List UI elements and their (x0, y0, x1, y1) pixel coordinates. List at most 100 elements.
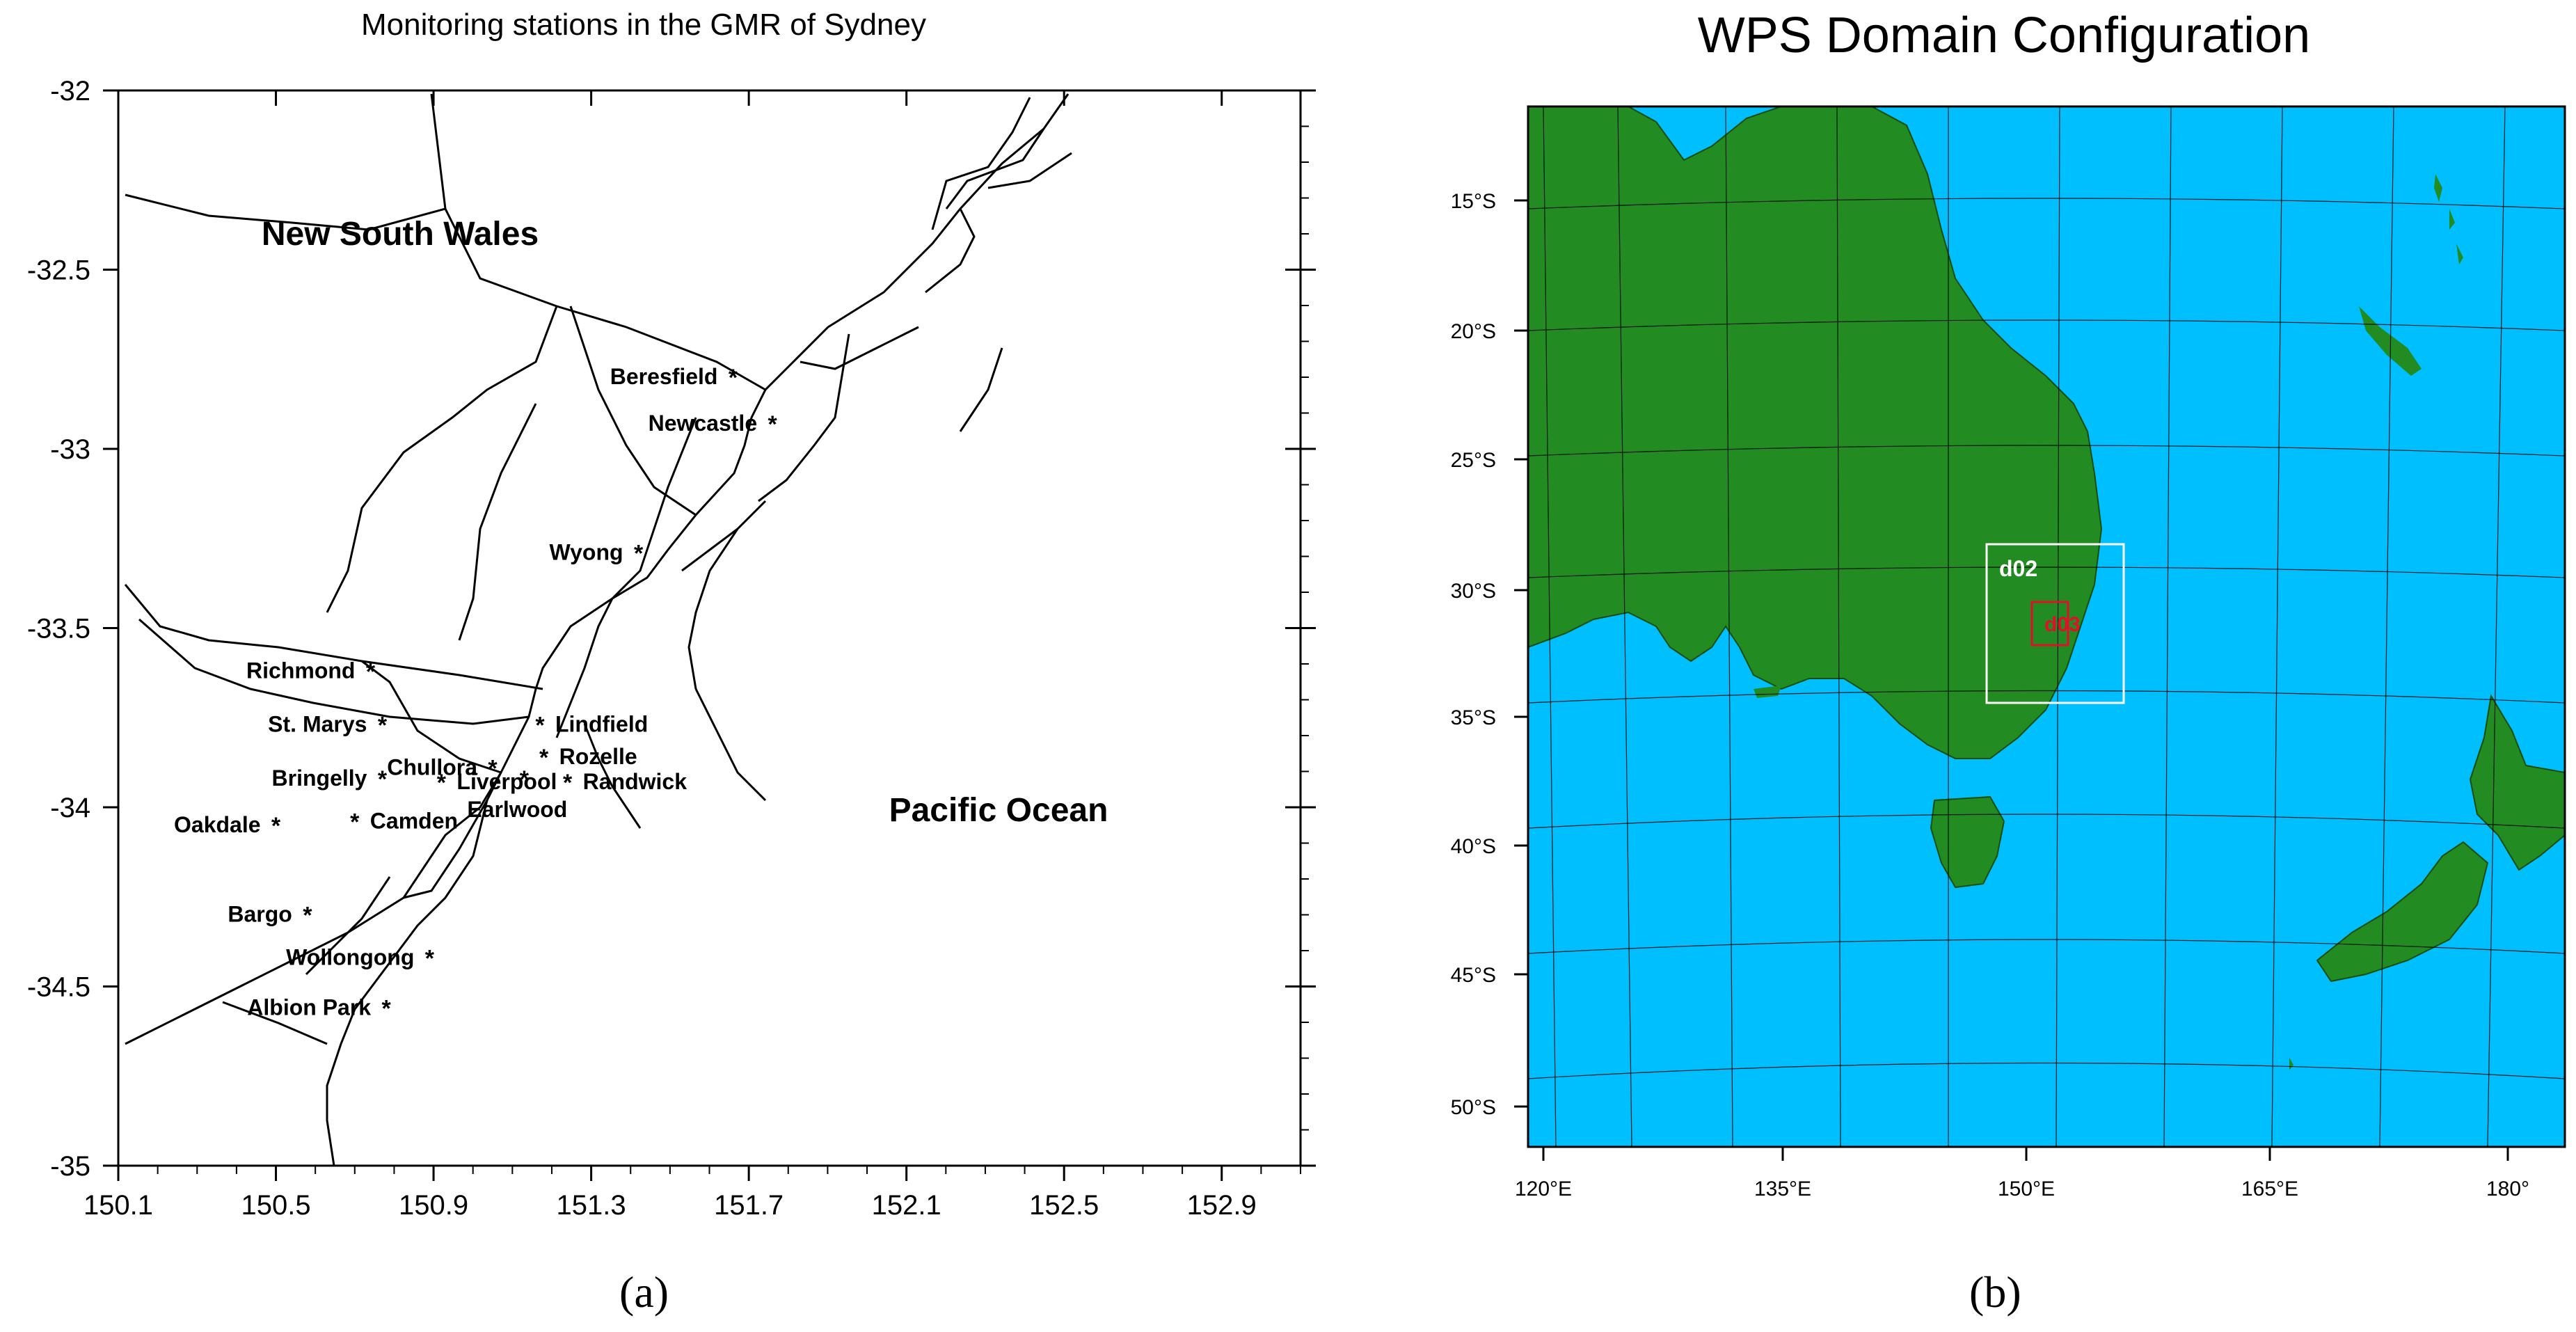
station-label: Richmond (246, 658, 355, 683)
station-marker: * (378, 766, 388, 793)
station-marker: * (539, 745, 549, 771)
australia-landmass (1528, 106, 2103, 759)
station-label: Chullora (387, 754, 477, 779)
x-tick-label: 151.3 (557, 1190, 626, 1221)
y-tick-label: -32.5 (27, 255, 90, 286)
x-tick-label: 165°E (2241, 1178, 2298, 1200)
land-label: New South Wales (262, 216, 539, 253)
station-label: Earlwood (467, 797, 567, 822)
panel-a-y-axis: -32 -32.5 -33 -33.5 -34 -34.5 -35 (27, 76, 1316, 1182)
station: * Bargo (228, 902, 312, 929)
domain-d02-label: d02 (1999, 556, 2037, 581)
station: * Beresfield (610, 364, 738, 391)
x-tick-label: 150.5 (241, 1190, 310, 1221)
x-tick-label: 151.7 (714, 1190, 784, 1221)
y-tick-label: -34 (50, 793, 90, 823)
y-tick-label: 40°S (1451, 835, 1496, 858)
y-tick-label: 45°S (1451, 964, 1496, 987)
x-tick-label: 152.9 (1187, 1190, 1257, 1221)
y-tick-label: 15°S (1451, 190, 1496, 213)
stations-layer: * Beresfield * Newcastle * Wyong * Richmond * St.… (174, 364, 777, 1022)
station-marker: * (535, 713, 545, 739)
station-label: Randwick (583, 769, 687, 794)
ocean-label: Pacific Ocean (889, 792, 1108, 829)
station-label: Albion Park (247, 994, 371, 1020)
station-marker: * (378, 713, 388, 739)
boundary-lines (124, 93, 1072, 1166)
y-tick-label: -33.5 (27, 614, 90, 644)
x-tick-label: 135°E (1754, 1178, 1811, 1200)
station-label: Lindfield (555, 712, 648, 737)
station: * Chullora (387, 754, 498, 782)
station-marker: * (381, 995, 391, 1022)
station-label: Bargo (228, 902, 292, 927)
y-tick-label: -34.5 (27, 972, 90, 1003)
station: * Bringelly (272, 766, 388, 793)
station: * Richmond (246, 658, 376, 685)
y-tick-label: -35 (50, 1151, 90, 1182)
station: * Earlwood (467, 766, 567, 822)
panel-b-map: d02 d03 120°E 135°E 150°E 165°E 180° 15°S 20°… (1451, 105, 2566, 1200)
station-label: Newcastle (649, 411, 758, 436)
station: * Oakdale (174, 812, 281, 839)
panel-b-y-axis: 15°S 20°S 25°S 30°S 35°S 40°S 45°S 50°S (1451, 190, 1528, 1119)
y-tick-label: 20°S (1451, 320, 1496, 343)
station-marker: * (768, 411, 777, 438)
nz-north-landmass (2469, 694, 2565, 871)
x-tick-label: 150.9 (399, 1190, 468, 1221)
station-label: Camden (370, 809, 458, 834)
station-label: Liverpool (456, 769, 557, 794)
graticule (1528, 106, 2565, 1147)
station: * Liverpool (437, 769, 557, 796)
station-marker: * (488, 755, 498, 782)
y-tick-label: -32 (50, 76, 90, 106)
x-tick-label: 152.5 (1029, 1190, 1099, 1221)
station-marker: * (729, 365, 738, 391)
domain-d03-box (2030, 601, 2069, 647)
x-tick-label: 180° (2486, 1178, 2529, 1200)
domain-d02-box (1985, 543, 2125, 704)
station-label: Oakdale (174, 812, 261, 837)
panel-a-title: Monitoring stations in the GMR of Sydney (361, 8, 926, 42)
caption-b: (b) (1969, 1267, 2021, 1317)
y-tick-label: 25°S (1451, 449, 1496, 472)
panel-b-title: WPS Domain Configuration (1698, 8, 2310, 63)
y-tick-label: -33 (50, 434, 90, 465)
x-tick-label: 120°E (1515, 1178, 1572, 1200)
station: * Randwick (563, 769, 687, 796)
station-label: Bringelly (272, 766, 367, 791)
station-marker: * (425, 945, 435, 972)
station-label: Wollongong (286, 944, 414, 969)
station-marker: * (520, 766, 530, 793)
station: * Albion Park (247, 994, 391, 1022)
x-tick-label: 150°E (1998, 1178, 2055, 1200)
panel-a-x-axis: 150.1 150.5 150.9 151.3 151.7 152.1 152.5 152.9 (84, 90, 1301, 1221)
station-marker: * (563, 770, 573, 796)
panel-a-map: 150.1 150.5 150.9 151.3 151.7 152.1 152.5 152.9… (27, 76, 1316, 1221)
y-tick-label: 50°S (1451, 1096, 1496, 1119)
station-marker: * (350, 809, 360, 836)
caption-a: (a) (619, 1267, 669, 1317)
station: * Wyong (549, 539, 643, 566)
station: * Rozelle (539, 744, 637, 771)
station-label: Rozelle (559, 744, 637, 769)
station: * Lindfield (535, 712, 648, 739)
station: * Newcastle (649, 411, 778, 438)
station: * St. Marys (268, 712, 388, 739)
station-marker: * (634, 540, 644, 566)
station: * Wollongong (286, 944, 435, 972)
domain-d03-label: d03 (2044, 613, 2081, 636)
station-label: Wyong (549, 539, 623, 564)
station-marker: * (366, 658, 376, 685)
station: * Camden (350, 809, 458, 836)
station-marker: * (437, 770, 447, 796)
station-label: Beresfield (610, 364, 718, 389)
station-marker: * (303, 903, 312, 929)
x-tick-label: 152.1 (872, 1190, 941, 1221)
y-tick-label: 30°S (1451, 580, 1496, 603)
y-tick-label: 35°S (1451, 706, 1496, 729)
x-tick-label: 150.1 (84, 1190, 153, 1221)
station-marker: * (271, 813, 281, 839)
station-label: St. Marys (268, 712, 367, 737)
